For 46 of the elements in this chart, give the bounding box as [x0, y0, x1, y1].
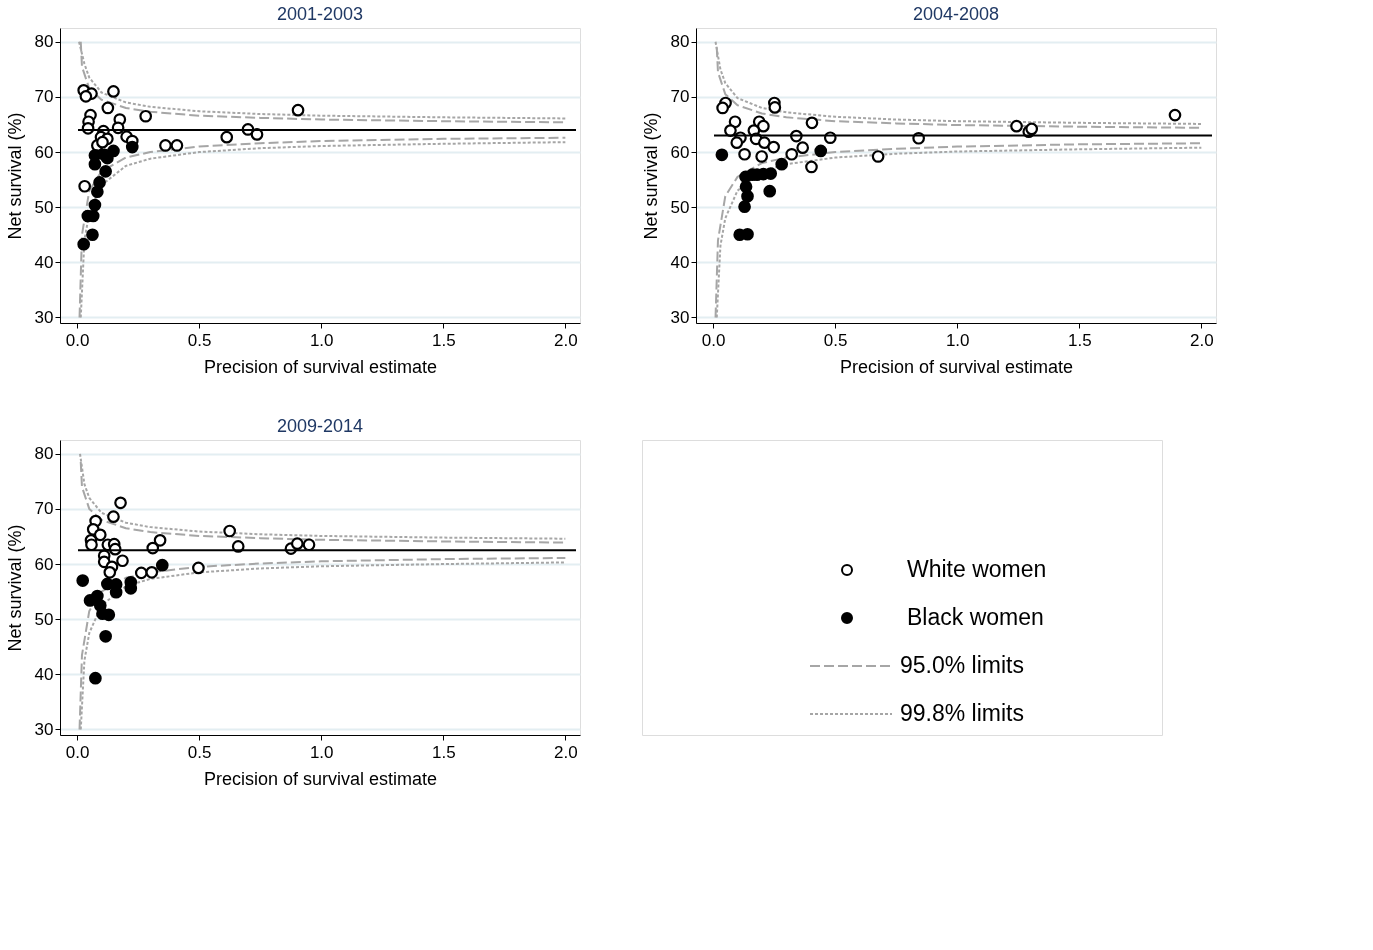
- x-axis-title: Precision of survival estimate: [203, 768, 438, 789]
- y-tick-label: 30: [34, 719, 54, 739]
- y-tick-label: 70: [670, 87, 690, 107]
- x-tick-label: 2.0: [554, 330, 578, 350]
- chart-title: 2001-2003: [276, 4, 364, 24]
- y-tick-label: 50: [34, 609, 54, 629]
- y-tick-label: 60: [34, 554, 54, 574]
- y-tick-label: 60: [670, 142, 690, 162]
- x-tick-label: 1.0: [309, 330, 334, 350]
- x-tick-label: 2.0: [1190, 330, 1214, 350]
- y-tick-label: 80: [34, 444, 54, 464]
- y-tick-label: 40: [670, 252, 690, 272]
- x-tick-label: 1.0: [945, 330, 970, 350]
- y-axis-title: Net survival (%): [4, 112, 25, 240]
- y-tick-label: 30: [34, 307, 54, 327]
- y-tick-label: 70: [34, 87, 54, 107]
- y-tick-label: 80: [670, 32, 690, 52]
- legend-label: 99.8% limits: [900, 700, 1024, 726]
- x-tick-label: 0.5: [187, 330, 212, 350]
- y-tick-label: 40: [34, 252, 54, 272]
- y-axis-title: Net survival (%): [4, 524, 25, 652]
- chart-title: 2009-2014: [276, 416, 364, 436]
- x-tick-label: 0.5: [187, 742, 212, 762]
- x-tick-label: 0.0: [65, 330, 90, 350]
- y-tick-label: 50: [34, 197, 54, 217]
- y-tick-label: 50: [670, 197, 690, 217]
- x-tick-label: 0.5: [823, 330, 848, 350]
- y-tick-label: 30: [670, 307, 690, 327]
- y-tick-label: 60: [34, 142, 54, 162]
- legend-label: 95.0% limits: [900, 652, 1024, 678]
- x-tick-label: 1.5: [431, 742, 456, 762]
- x-tick-label: 0.0: [65, 742, 90, 762]
- legend-label: Black women: [907, 604, 1044, 630]
- y-tick-label: 80: [34, 32, 54, 52]
- y-axis-title: Net survival (%): [640, 112, 661, 240]
- y-tick-label: 40: [34, 664, 54, 684]
- x-tick-label: 1.5: [1067, 330, 1092, 350]
- x-tick-label: 1.0: [309, 742, 334, 762]
- x-tick-label: 0.0: [701, 330, 726, 350]
- chart-title: 2004-2008: [912, 4, 1000, 24]
- x-tick-label: 1.5: [431, 330, 456, 350]
- x-tick-label: 2.0: [554, 742, 578, 762]
- legend-label: White women: [907, 556, 1047, 582]
- x-axis-title: Precision of survival estimate: [839, 356, 1074, 377]
- y-tick-label: 70: [34, 499, 54, 519]
- x-axis-title: Precision of survival estimate: [203, 356, 438, 377]
